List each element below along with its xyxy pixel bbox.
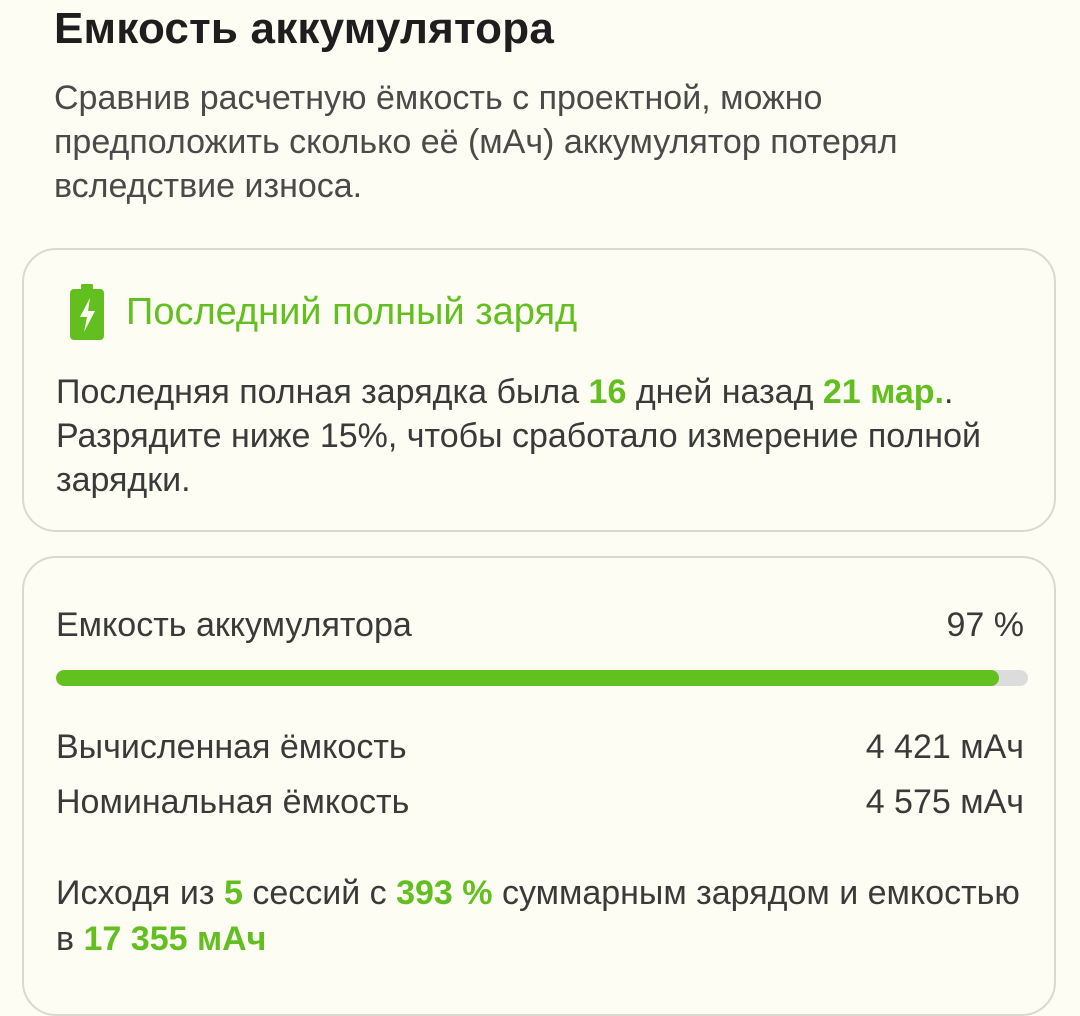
page-description: Сравнив расчетную ёмкость с проектной, м… [54,79,898,205]
page-title: Емкость аккумулятора [54,4,555,53]
calculated-capacity-value: 4 421 мАч [865,728,1024,766]
sessions-summary: Исходя из 5 сессий с 393 % суммарным зар… [56,870,1036,962]
nominal-capacity-label: Номинальная ёмкость [56,783,410,821]
total-capacity: 17 355 мАч [83,920,267,958]
card-title: Последний полный заряд [126,290,578,333]
last-charge-date: 21 мар. [822,373,944,411]
last-charge-text: Последняя полная зарядка была 16 дней на… [56,370,1036,502]
capacity-progress-fill [56,670,999,686]
text-segment: Исходя из [56,874,224,912]
calculated-capacity-row: Вычисленная ёмкость 4 421 мАч [56,728,1024,767]
text-segment: сессий с [242,874,397,912]
text-segment: Последняя полная зарядка была [56,373,589,411]
total-charge: 393 % [396,874,493,912]
sessions-count: 5 [223,874,243,912]
calculated-capacity-label: Вычисленная ёмкость [56,728,407,766]
card-header: Последний полный заряд [70,284,577,340]
text-segment: . Разрядите ниже 15%, чтобы сработало из… [56,373,981,499]
battery-charging-icon [70,284,104,340]
capacity-progress-bar [56,670,1028,686]
days-count: 16 [588,373,627,411]
capacity-row: Емкость аккумулятора 97 % [56,606,1024,645]
text-segment: дней назад [626,373,823,411]
capacity-card: Емкость аккумулятора 97 % Вычисленная ём… [22,556,1056,1016]
nominal-capacity-row: Номинальная ёмкость 4 575 мАч [56,783,1024,822]
capacity-label: Емкость аккумулятора [56,606,412,644]
last-full-charge-card: Последний полный заряд Последняя полная … [22,248,1056,532]
capacity-percent: 97 % [946,606,1025,644]
text-segment: суммарным зарядом и емкостью в [56,874,1020,958]
nominal-capacity-value: 4 575 мАч [865,783,1024,821]
